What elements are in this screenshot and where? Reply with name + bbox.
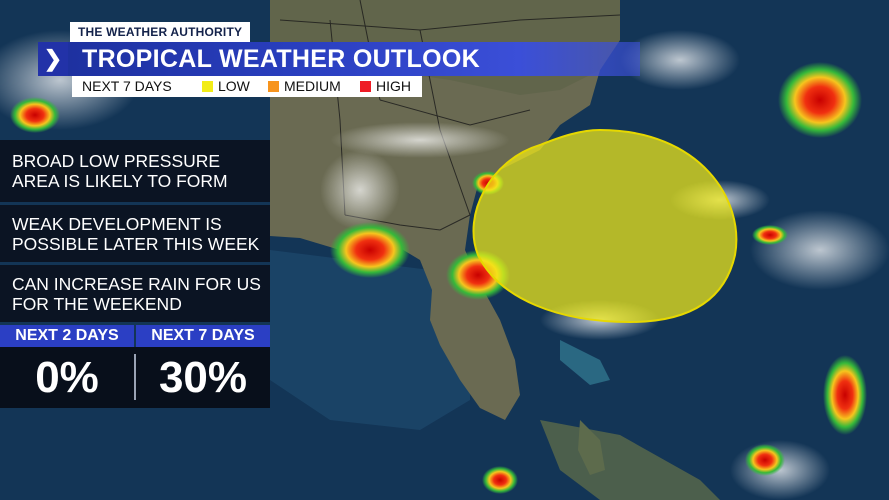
legend-label-high: HIGH	[376, 78, 411, 94]
info-text: CAN INCREASE RAIN FOR US FOR THE WEEKEND	[12, 273, 261, 314]
legend-label-low: LOW	[218, 78, 250, 94]
info-text: BROAD LOW PRESSURE AREA IS LIKELY TO FOR…	[12, 151, 228, 191]
legend-swatch-low	[202, 81, 213, 92]
info-panel-2: WEAK DEVELOPMENT IS POSSIBLE LATER THIS …	[0, 205, 270, 262]
chance-value-7day: 30%	[158, 353, 248, 402]
risk-legend: NEXT 7 DAYS LOW MEDIUM HIGH	[72, 76, 422, 97]
chevron-right-icon: ❯	[38, 42, 68, 76]
brand-label: THE WEATHER AUTHORITY	[70, 22, 251, 42]
chance-label-2day: NEXT 2 DAYS	[0, 325, 134, 347]
title-bar: ❯ TROPICAL WEATHER OUTLOOK	[38, 42, 640, 76]
info-text: WEAK DEVELOPMENT IS POSSIBLE LATER THIS …	[12, 213, 260, 254]
outlook-area-low	[472, 128, 738, 324]
chance-divider	[134, 354, 136, 400]
page-title: TROPICAL WEATHER OUTLOOK	[82, 45, 480, 73]
info-panel-3: CAN INCREASE RAIN FOR US FOR THE WEEKEND	[0, 265, 270, 322]
chance-value-2day: 0%	[35, 353, 99, 402]
legend-period: NEXT 7 DAYS	[82, 78, 172, 94]
info-panel-1: BROAD LOW PRESSURE AREA IS LIKELY TO FOR…	[0, 140, 270, 202]
legend-swatch-medium	[268, 81, 279, 92]
southeast-us-land	[270, 0, 620, 420]
legend-swatch-high	[360, 81, 371, 92]
chance-label-7day: NEXT 7 DAYS	[136, 325, 270, 347]
gulf-shelf	[270, 250, 470, 430]
legend-label-medium: MEDIUM	[284, 78, 341, 94]
